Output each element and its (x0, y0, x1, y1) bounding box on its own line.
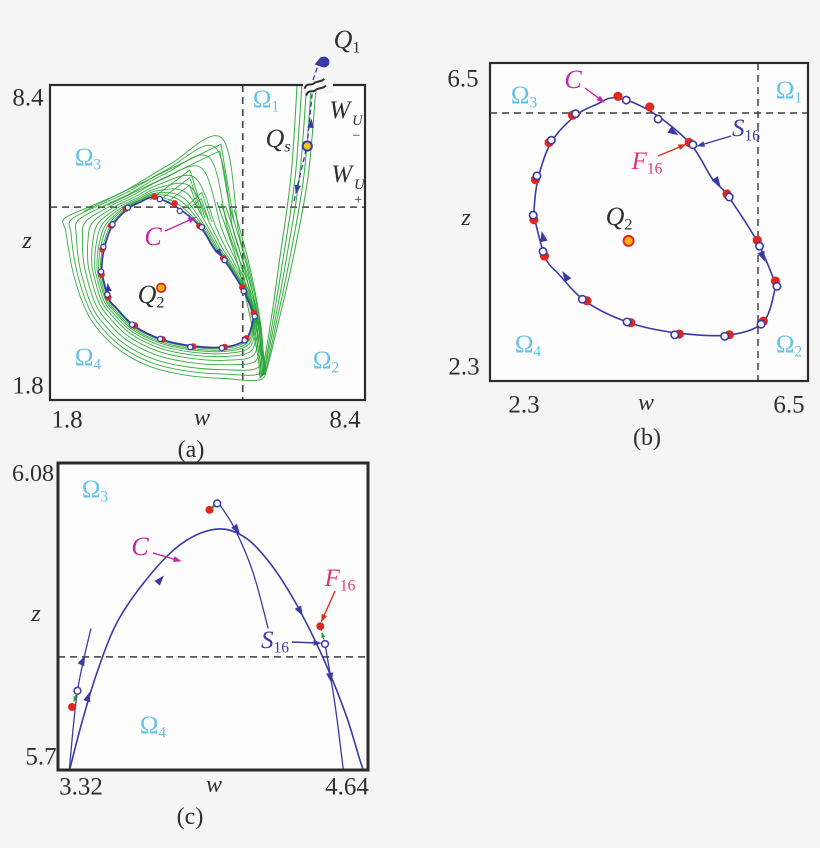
panel-b-ytick-top: 6.5 (447, 65, 479, 93)
panel-b-flow-arrows (540, 126, 765, 283)
panel-a-attractor (62, 85, 317, 382)
axis-break-icon (303, 77, 326, 90)
panel-c-border (56, 461, 370, 772)
panel-a-label-Q2: Q2 (137, 280, 165, 312)
panel-c-xtick-right: 4.64 (325, 773, 369, 801)
panel-a-region-label-omega2: Ω2 (312, 347, 340, 377)
Q2-point-a (156, 282, 167, 294)
panel-c-label-F16: F16 (324, 565, 356, 595)
panel-b-label-S16: S16 (732, 115, 760, 145)
panel-a-label-C: C (144, 222, 162, 251)
panel-b-xaxis-label: w (637, 390, 655, 416)
panel-a-periodic-points (97, 193, 258, 352)
panel-b-region-label-omega2: Ω2 (775, 331, 803, 361)
panel-a-label-Q1: Q1 (333, 25, 361, 57)
label-C-panel-b-arrow (584, 87, 605, 103)
panel-b-xtick-left: 2.3 (508, 391, 540, 419)
panel-a-ytick-bottom: 1.8 (12, 372, 44, 400)
label-S16-panel-b-arrow (696, 135, 732, 147)
label-C-panel-c-arrow (152, 552, 182, 562)
panel-c-yaxis-label: z (31, 601, 41, 627)
panel-b-switching-lines (490, 63, 808, 381)
panel-b-region-label-omega3: Ω3 (510, 82, 538, 112)
panel-a-region-label-omega4: Ω4 (74, 344, 102, 374)
panel-a-region-label-omega1: Ω1 (252, 86, 280, 116)
panel-a-flow-arrows (105, 248, 223, 292)
panel-a-xtick-right: 8.4 (329, 406, 361, 434)
panel-a-switching-lines (50, 85, 365, 400)
panel-c-xaxis-label: w (205, 772, 223, 798)
panel-a-label-Qs: Qs (265, 124, 291, 156)
panel-a-border (48, 83, 367, 402)
label-F16-panel-b-arrow (657, 144, 687, 157)
panel-b-periodic-points (528, 91, 782, 341)
axis-break-icon (305, 84, 327, 96)
panel-b-region-label-omega4: Ω4 (514, 331, 542, 361)
panel-b-ytick-bottom: 2.3 (448, 353, 480, 381)
panel-b-label-Q2: Q2 (605, 202, 633, 234)
label-S16-panel-c-arrow (291, 639, 322, 646)
panel-c-label-S16: S16 (261, 627, 289, 657)
Q1-point (318, 56, 330, 68)
panel-b-xtick-right: 6.5 (773, 391, 805, 419)
panel-b-border (488, 61, 810, 383)
panel-a-label-W-unstable-plus: W U + (331, 161, 365, 209)
panel-c-label-C: C (131, 532, 149, 561)
label-C-panel-a-arrow (164, 217, 197, 232)
Qs-point (301, 140, 313, 152)
panel-b-label-F16: F16 (631, 148, 663, 178)
panel-c-caption: (c) (176, 804, 204, 830)
panel-a-region-label-omega3: Ω3 (74, 144, 102, 174)
Q2-point-b (622, 234, 635, 247)
panel-c-plot-area (58, 463, 368, 770)
panel-a-xaxis-label: w (193, 405, 211, 431)
panel-a-caption: (a) (177, 437, 205, 463)
panel-c-curves (68, 501, 365, 770)
panel-c-xtick-left: 3.32 (59, 773, 103, 801)
panel-b-yaxis-label: z (461, 205, 471, 231)
panel-c-ytick-top: 6.08 (12, 461, 54, 487)
panel-c-region-label-omega3: Ω3 (81, 476, 109, 506)
panel-b-caption: (b) (633, 425, 661, 451)
panel-a-ytick-top: 8.4 (12, 84, 44, 112)
panel-a-xtick-left: 1.8 (51, 406, 83, 434)
panel-a-label-W-unstable-minus: W U − (329, 97, 363, 145)
panel-b-region-label-omega1: Ω1 (775, 77, 803, 107)
panel-a-yaxis-label: z (22, 228, 32, 254)
panel-c-periodic-points (68, 499, 330, 711)
label-F16-panel-c-arrow (321, 590, 336, 623)
panel-c-region-label-omega4: Ω4 (139, 712, 167, 742)
panel-b-label-C: C (564, 65, 582, 94)
axis-break-and-Q1 (303, 56, 333, 96)
panel-c-ytick-bottom: 5.7 (25, 743, 57, 771)
panel-c-flow-arrows (77, 523, 334, 703)
